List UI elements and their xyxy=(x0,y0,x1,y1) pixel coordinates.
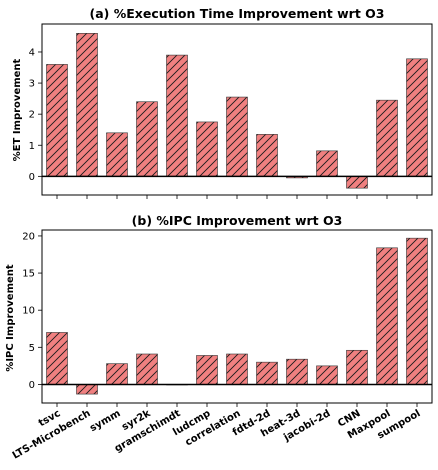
y-tick-label: 0 xyxy=(29,172,35,183)
y-tick-label: 1 xyxy=(29,141,35,152)
x-axis-ticks: tsvcLTS-Microbenchsymmsyr2kgramschimdtlu… xyxy=(11,403,423,462)
bar-group xyxy=(47,238,428,394)
bar-cnn xyxy=(347,176,368,188)
bar-tsvc xyxy=(47,332,68,384)
bar-sumpool xyxy=(407,238,428,384)
y-tick-label: 15 xyxy=(22,269,35,280)
bar-symm xyxy=(107,364,128,385)
y-tick-label: 10 xyxy=(22,306,35,317)
bar-symm xyxy=(107,133,128,177)
y-axis-ticks: 0 5 10 15 20 xyxy=(22,231,42,390)
bar-jacobi-2d xyxy=(317,151,338,176)
bar-heat-3d xyxy=(287,359,308,384)
bar-correlation xyxy=(227,354,248,384)
y-axis-label: %IPC Improvement xyxy=(5,264,16,372)
chart-panel-b: (b) %IPC Improvement wrt O3 %IPC Improve… xyxy=(5,213,432,462)
bar-ludcmp xyxy=(197,122,218,176)
bar-correlation xyxy=(227,97,248,176)
chart-title: (b) %IPC Improvement wrt O3 xyxy=(132,213,343,228)
bar-lts-microbench xyxy=(77,384,98,394)
bar-lts-microbench xyxy=(77,33,98,176)
bar-cnn xyxy=(347,350,368,384)
bar-group xyxy=(47,33,428,188)
y-axis-label: %ET Improvement xyxy=(12,58,23,161)
bar-fdtd-2d xyxy=(257,134,278,176)
x-tick-label: symm xyxy=(88,408,122,434)
bar-maxpool xyxy=(377,248,398,385)
y-tick-label: 3 xyxy=(29,79,35,90)
bar-tsvc xyxy=(47,64,68,176)
y-tick-label: 5 xyxy=(29,343,35,354)
y-tick-label: 2 xyxy=(29,110,35,121)
y-axis-ticks: 0 1 2 3 4 xyxy=(29,47,42,182)
bar-maxpool xyxy=(377,100,398,176)
bar-gramschimdt xyxy=(167,55,188,176)
bar-sumpool xyxy=(407,59,428,177)
bar-syr2k xyxy=(137,102,158,177)
chart-panel-a: (a) %Execution Time Improvement wrt O3 %… xyxy=(12,6,432,199)
chart-title: (a) %Execution Time Improvement wrt O3 xyxy=(90,6,385,21)
x-axis-ticks xyxy=(57,195,417,199)
y-tick-label: 0 xyxy=(29,380,35,391)
bar-syr2k xyxy=(137,354,158,384)
bar-jacobi-2d xyxy=(317,366,338,385)
bar-fdtd-2d xyxy=(257,362,278,384)
bar-ludcmp xyxy=(197,355,218,384)
y-tick-label: 4 xyxy=(29,47,35,58)
y-tick-label: 20 xyxy=(22,231,35,242)
